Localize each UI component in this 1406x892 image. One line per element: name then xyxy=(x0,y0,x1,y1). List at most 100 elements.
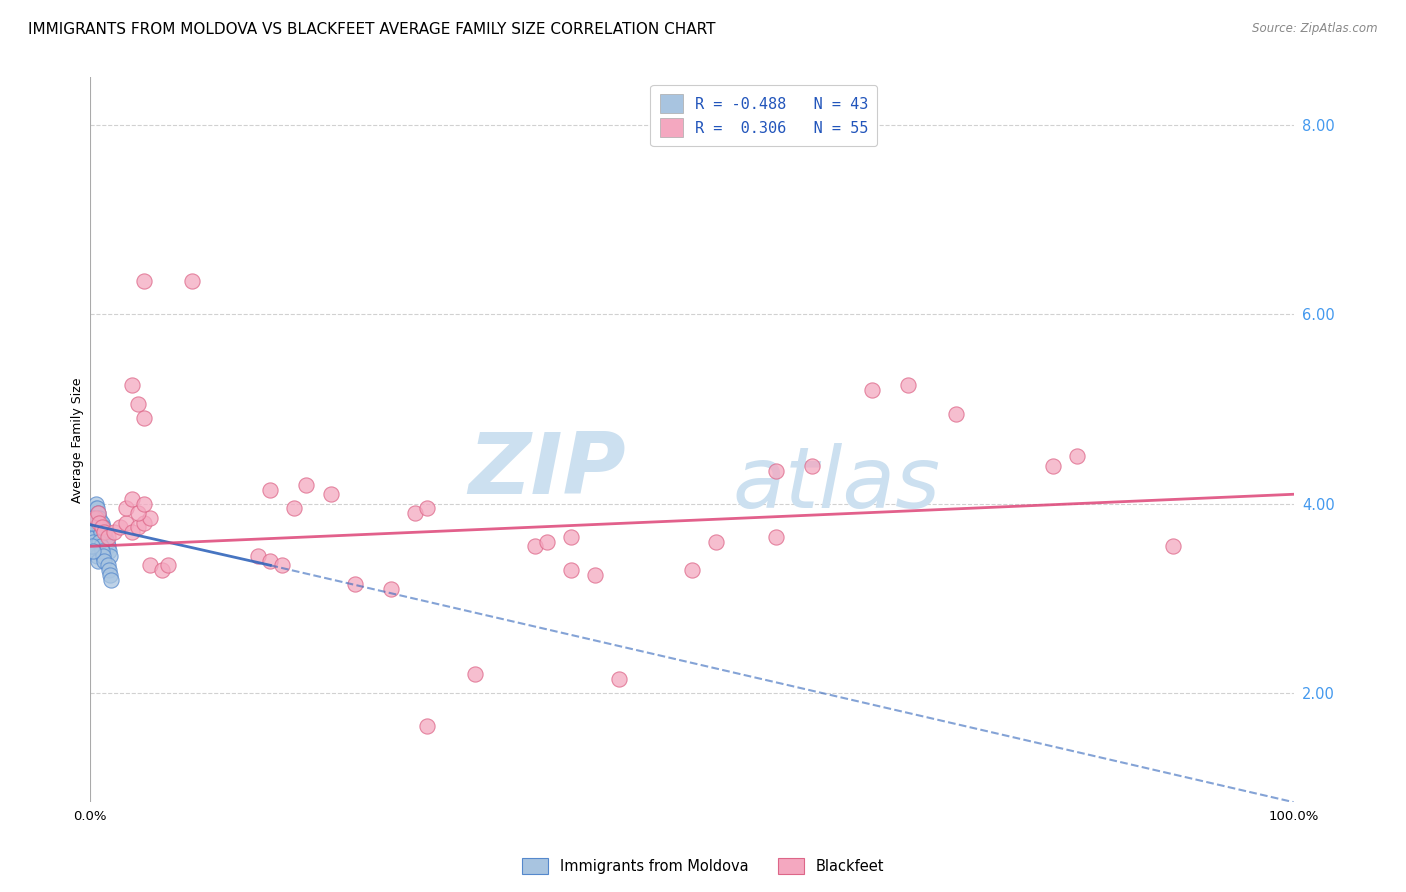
Point xyxy=(83,506,105,520)
Point xyxy=(121,491,143,506)
Point xyxy=(103,525,125,540)
Point xyxy=(84,544,107,558)
Point xyxy=(87,553,110,567)
Point xyxy=(259,483,281,497)
Point xyxy=(295,477,318,491)
Point xyxy=(82,544,104,558)
Point xyxy=(89,511,111,525)
Point xyxy=(464,667,486,681)
Point xyxy=(560,530,582,544)
Point xyxy=(404,506,426,520)
Point xyxy=(93,525,115,540)
Point xyxy=(127,520,149,534)
Point xyxy=(583,567,606,582)
Point xyxy=(127,506,149,520)
Legend: Immigrants from Moldova, Blackfeet: Immigrants from Moldova, Blackfeet xyxy=(516,852,890,880)
Point xyxy=(98,563,121,577)
Point xyxy=(82,534,104,549)
Point xyxy=(271,558,294,573)
Point xyxy=(1066,450,1088,464)
Point xyxy=(319,487,342,501)
Point xyxy=(704,534,727,549)
Text: ZIP: ZIP xyxy=(468,429,626,512)
Point xyxy=(89,534,111,549)
Point xyxy=(90,520,112,534)
Point xyxy=(157,558,180,573)
Point xyxy=(90,540,112,554)
Point xyxy=(121,525,143,540)
Point xyxy=(801,458,824,473)
Point xyxy=(1042,458,1064,473)
Point xyxy=(115,501,138,516)
Point xyxy=(82,516,104,530)
Point xyxy=(860,383,883,397)
Point xyxy=(283,501,305,516)
Point xyxy=(90,525,112,540)
Point xyxy=(91,549,114,563)
Point xyxy=(97,530,120,544)
Point xyxy=(87,506,110,520)
Point xyxy=(380,582,402,596)
Point xyxy=(83,520,105,534)
Point xyxy=(86,511,108,525)
Point xyxy=(115,516,138,530)
Point xyxy=(84,511,107,525)
Point xyxy=(681,563,703,577)
Point xyxy=(897,378,920,392)
Text: IMMIGRANTS FROM MOLDOVA VS BLACKFEET AVERAGE FAMILY SIZE CORRELATION CHART: IMMIGRANTS FROM MOLDOVA VS BLACKFEET AVE… xyxy=(28,22,716,37)
Point xyxy=(90,516,112,530)
Point xyxy=(536,534,558,549)
Point xyxy=(1161,540,1184,554)
Point xyxy=(98,544,121,558)
Point xyxy=(93,525,115,540)
Point xyxy=(97,540,120,554)
Point xyxy=(132,516,155,530)
Point xyxy=(86,501,108,516)
Point xyxy=(86,549,108,563)
Point xyxy=(89,516,111,530)
Point xyxy=(89,520,111,534)
Point xyxy=(82,511,104,525)
Point xyxy=(609,672,631,686)
Point xyxy=(97,558,120,573)
Point xyxy=(91,520,114,534)
Point xyxy=(108,520,131,534)
Point xyxy=(343,577,366,591)
Point xyxy=(416,501,439,516)
Point xyxy=(416,719,439,733)
Point xyxy=(765,464,787,478)
Point xyxy=(945,407,967,421)
Y-axis label: Average Family Size: Average Family Size xyxy=(72,377,84,502)
Point xyxy=(93,553,115,567)
Point xyxy=(84,501,107,516)
Point xyxy=(247,549,270,563)
Point xyxy=(86,530,108,544)
Point xyxy=(139,511,162,525)
Point xyxy=(83,540,105,554)
Point xyxy=(181,274,204,288)
Point xyxy=(84,497,107,511)
Point xyxy=(139,558,162,573)
Point xyxy=(82,540,104,554)
Point xyxy=(259,553,281,567)
Point xyxy=(560,563,582,577)
Text: atlas: atlas xyxy=(733,443,941,526)
Point xyxy=(82,511,104,525)
Point xyxy=(83,530,105,544)
Point xyxy=(132,274,155,288)
Point xyxy=(121,378,143,392)
Point xyxy=(94,530,117,544)
Point xyxy=(87,516,110,530)
Point xyxy=(132,411,155,425)
Text: Source: ZipAtlas.com: Source: ZipAtlas.com xyxy=(1253,22,1378,36)
Point xyxy=(84,525,107,540)
Point xyxy=(98,567,121,582)
Point xyxy=(150,563,173,577)
Legend: R = -0.488   N = 43, R =  0.306   N = 55: R = -0.488 N = 43, R = 0.306 N = 55 xyxy=(651,85,877,146)
Point xyxy=(96,534,118,549)
Point xyxy=(90,544,112,558)
Point xyxy=(90,516,112,530)
Point xyxy=(82,525,104,540)
Point xyxy=(98,549,121,563)
Point xyxy=(100,573,122,587)
